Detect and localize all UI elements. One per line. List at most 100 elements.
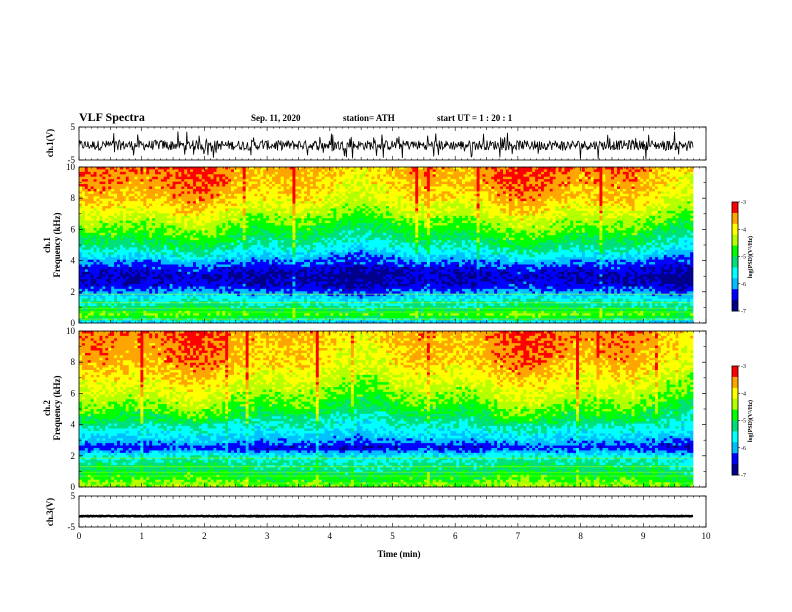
ch1-spec-cell <box>149 213 152 216</box>
ch1-spec-cell <box>307 208 310 211</box>
ch1-spec-cell <box>140 179 143 182</box>
ch1-spec-cell <box>383 169 386 172</box>
ch1-spec-cell <box>503 208 506 211</box>
ch1-spec-cell <box>278 182 281 185</box>
ch1-spec-cell <box>161 211 164 214</box>
ch1-spec-cell <box>629 167 632 170</box>
ch1-spec-cell <box>178 167 181 170</box>
ch1-spec-cell <box>389 213 392 216</box>
ch1-spec-cell <box>532 199 535 202</box>
ch1-spec-cell <box>491 199 494 202</box>
ch1-spec-cell <box>357 218 360 221</box>
ch1-spec-cell <box>225 177 228 180</box>
ch1-spec-cell <box>208 194 211 197</box>
ch1-spec-cell <box>424 169 427 172</box>
ch1-spec-cell <box>269 194 272 197</box>
ch1-spec-cell <box>579 194 582 197</box>
ch1-spec-cell <box>673 208 676 211</box>
ch1-spec-cell <box>228 174 231 177</box>
ch1-spec-cell <box>225 172 228 175</box>
ch1-spec-cell <box>336 206 339 209</box>
ch1-spec-cell <box>673 179 676 182</box>
ch1-spec-cell <box>424 172 427 175</box>
ch1-spec-cell <box>447 177 450 180</box>
ch1-spec-cell <box>509 187 512 190</box>
ch1-spec-cell <box>401 206 404 209</box>
ch1-spec-cell <box>368 204 371 207</box>
ch1-spec-cell <box>439 201 442 204</box>
ch1-spec-cell <box>102 172 105 175</box>
ch1-spec-cell <box>316 218 319 221</box>
ch1-spec-cell <box>225 211 228 214</box>
ch1-spec-cell <box>366 169 369 172</box>
ch1-spec-cell <box>386 194 389 197</box>
ch1-spec-cell <box>582 218 585 221</box>
ch1-spec-cell <box>611 187 614 190</box>
ch1-spec-cell <box>684 172 687 175</box>
ch1-spec-cell <box>398 216 401 219</box>
ch1-spec-cell <box>526 201 529 204</box>
ch1-spec-cell <box>550 172 553 175</box>
ch1-spec-cell <box>234 199 237 202</box>
ch1-spec-cell <box>471 206 474 209</box>
ch1-spec-cell <box>611 182 614 185</box>
ch1-spec-cell <box>187 218 190 221</box>
ch1-spec-cell <box>608 172 611 175</box>
ch1-spec-cell <box>360 213 363 216</box>
ch1-spec-cell <box>170 169 173 172</box>
ch1-spec-cell <box>576 218 579 221</box>
ch1-spec-cell <box>249 172 252 175</box>
ch1-spec-cell <box>690 184 693 187</box>
ch1-spec-cell <box>211 167 214 170</box>
ch1-spec-cell <box>459 221 462 224</box>
ch1-spec-cell <box>380 204 383 207</box>
ch1-spec-cell <box>137 216 140 219</box>
ch1-spec-cell <box>468 191 471 194</box>
ch1-spec-cell <box>515 177 518 180</box>
ch1-spec-cell <box>102 221 105 224</box>
ch1-spec-cell <box>225 187 228 190</box>
ch1-spec-cell <box>330 218 333 221</box>
ch1-spec-cell <box>670 216 673 219</box>
ch1-spec-cell <box>629 179 632 182</box>
ch1-spec-cell <box>415 184 418 187</box>
ch1-spec-cell <box>260 204 263 207</box>
ch1-spec-cell <box>94 201 97 204</box>
ch1-spec-cell <box>237 199 240 202</box>
ch1-spec-cell <box>228 211 231 214</box>
ch1-spec-cell <box>567 169 570 172</box>
ch1-spec-cell <box>260 187 263 190</box>
ch1-spec-cell <box>444 184 447 187</box>
ch1-spec-cell <box>257 208 260 211</box>
ch1-spec-cell <box>111 218 114 221</box>
ch1-spec-cell <box>570 199 573 202</box>
ch1-spec-cell <box>605 174 608 177</box>
ch1-spec-cell <box>228 184 231 187</box>
ch1-spec-cell <box>97 208 100 211</box>
ch1-spec-cell <box>553 187 556 190</box>
ch1-spec-cell <box>398 213 401 216</box>
ch1-spec-cell <box>415 172 418 175</box>
ch1-spec-cell <box>371 191 374 194</box>
ch1-spec-cell <box>556 177 559 180</box>
ch1-spec-cell <box>79 189 82 192</box>
ch1-spec-cell <box>363 172 366 175</box>
ch1-spec-cell <box>322 194 325 197</box>
ch1-spec-cell <box>193 169 196 172</box>
ch1-spec-cell <box>336 199 339 202</box>
ch1-spec-cell <box>135 216 138 219</box>
ch1-spec-cell <box>237 191 240 194</box>
ch1-spec-cell <box>436 201 439 204</box>
ch1-spec-cell <box>646 213 649 216</box>
ch1-spec-cell <box>392 177 395 180</box>
ch1-spec-cell <box>456 206 459 209</box>
ch1-spec-cell <box>462 194 465 197</box>
ch1-spec-cell <box>597 174 600 177</box>
ch1-spec-cell <box>91 204 94 207</box>
ch1-spec-cell <box>214 196 217 199</box>
ch1-spec-cell <box>82 189 85 192</box>
ch1-spec-cell <box>637 208 640 211</box>
ch1-spec-cell <box>637 216 640 219</box>
ch1-spec-cell <box>427 199 430 202</box>
ch1-spec-cell <box>82 213 85 216</box>
